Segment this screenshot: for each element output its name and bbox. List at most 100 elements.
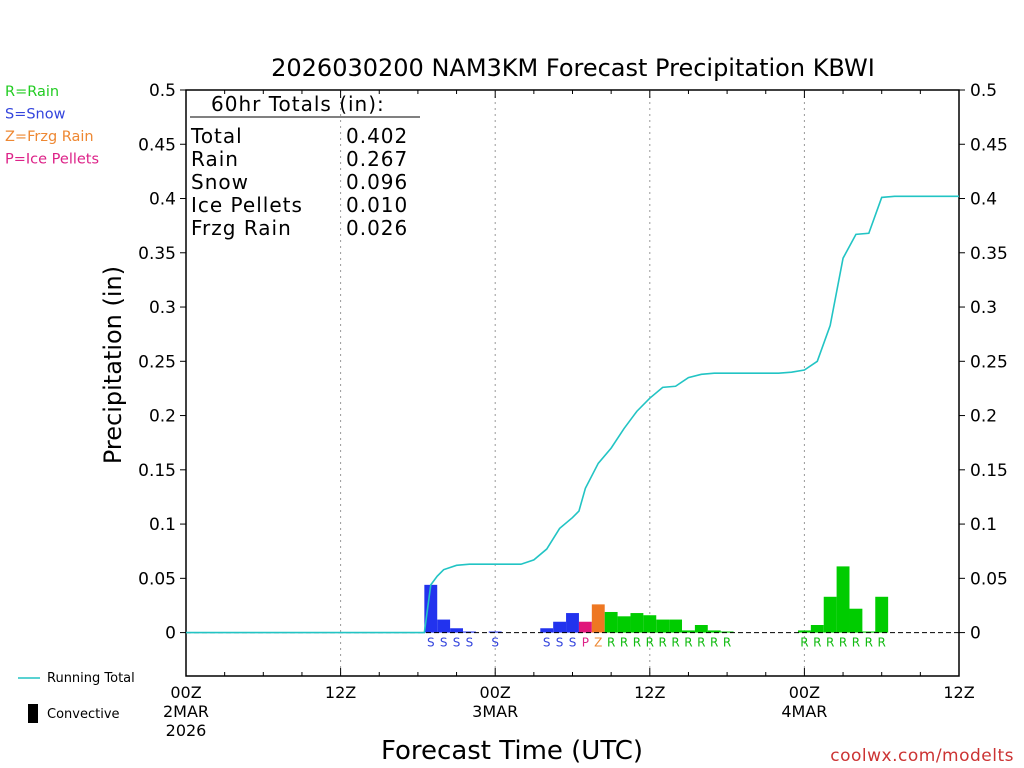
precip-bar [437, 619, 451, 633]
totals-value: 0.096 [346, 170, 408, 194]
precip-bar [591, 604, 605, 633]
y-tick-label: 0.25 [970, 352, 1008, 372]
precip-type-label: R [659, 636, 667, 650]
precip-type-label: S [556, 636, 564, 650]
type-legend: R=Rain S=Snow Z=Frzg Rain P=Ice Pellets [5, 84, 99, 168]
precip-bar [669, 619, 683, 633]
grid-lines [340, 90, 805, 676]
precip-type-label: S [466, 636, 474, 650]
y-tick-label: 0.2 [149, 407, 176, 427]
y-tick-label: 0.15 [970, 461, 1008, 481]
y-tick-label: 0.1 [149, 515, 176, 535]
convective-legend-label: Convective [47, 707, 120, 722]
credit-text: coolwx.com/modelts [830, 746, 1014, 766]
y-axis-label: Precipitation (in) [99, 266, 127, 464]
type-legend-entry: P=Ice Pellets [5, 152, 99, 168]
x-tick-label: 12Z [943, 683, 974, 702]
convective-legend-swatch [28, 704, 38, 723]
precip-bar [630, 613, 644, 633]
precip-bar [578, 621, 592, 633]
precip-type-label: R [671, 636, 679, 650]
precip-bar [720, 631, 734, 633]
y-tick-label: 0.5 [970, 81, 997, 101]
precip-type-label: R [800, 636, 808, 650]
precip-bar [643, 615, 657, 633]
precip-bar [424, 584, 438, 633]
x-tick-label: 00Z [170, 683, 201, 702]
precip-bar [849, 608, 863, 633]
y-tick-label: 0.45 [970, 135, 1008, 155]
precip-bar [604, 611, 618, 633]
x-axis-label: Forecast Time (UTC) [381, 736, 643, 766]
type-legend-entry: S=Snow [5, 107, 66, 123]
y-tick-label: 0.1 [970, 515, 997, 535]
precip-type-label: R [697, 636, 705, 650]
x-tick-label: 00Z [789, 683, 820, 702]
precip-bar [862, 631, 876, 633]
precip-bar [836, 566, 850, 633]
totals-value: 0.402 [346, 124, 408, 148]
precip-bar [566, 613, 579, 633]
precip-type-label: P [582, 636, 589, 650]
y-axis-left: 0 0.05 0.1 0.15 0.2 0.25 0.3 0.35 0.4 0.45 0.5 [138, 81, 186, 644]
y-tick-label: 0 [165, 624, 176, 644]
precip-type-label: R [710, 636, 718, 650]
precip-type-label: R [633, 636, 641, 650]
precip-bar [875, 596, 889, 633]
precip-type-label: R [839, 636, 847, 650]
y-tick-label: 0.35 [970, 244, 1008, 264]
precip-bar [707, 630, 721, 633]
totals-label: Rain [191, 147, 239, 171]
precip-bar [462, 631, 476, 633]
precip-bar [810, 624, 824, 633]
precip-type-label: R [723, 636, 731, 650]
precip-bar [617, 616, 631, 633]
precip-bar [540, 628, 554, 633]
totals-header: 60hr Totals (in): [211, 92, 385, 116]
precip-type-label: S [543, 636, 551, 650]
precip-bar [797, 630, 811, 633]
precip-bar [694, 624, 708, 633]
totals-value: 0.010 [346, 193, 408, 217]
precip-bar [682, 630, 695, 633]
y-tick-label: 0.25 [138, 352, 176, 372]
x-tick-label: 00Z [480, 683, 511, 702]
y-tick-label: 0.3 [149, 298, 176, 318]
x-tick-label: 2026 [166, 721, 207, 740]
precip-bar [488, 631, 502, 633]
precip-type-label: S [440, 636, 448, 650]
totals-label: Total [190, 124, 243, 148]
x-tick-label: 2MAR [163, 702, 209, 721]
totals-value: 0.267 [346, 147, 408, 171]
y-tick-label: 0.45 [138, 135, 176, 155]
totals-box: 60hr Totals (in): Total 0.402 Rain 0.267 Sno… [190, 92, 420, 240]
y-tick-label: 0.2 [970, 407, 997, 427]
precip-bar [450, 628, 463, 633]
y-tick-label: 0 [970, 624, 981, 644]
precip-type-label: S [453, 636, 461, 650]
running-total-line [186, 195, 959, 634]
precip-type-label: R [813, 636, 821, 650]
precip-bar [656, 619, 670, 633]
precip-type-label: S [491, 636, 499, 650]
chart-title: 2026030200 NAM3KM Forecast Precipitation… [271, 54, 875, 82]
totals-label: Snow [191, 170, 249, 194]
x-tick-label: 12Z [325, 683, 356, 702]
totals-label: Ice Pellets [191, 193, 303, 217]
x-tick-label: 12Z [634, 683, 665, 702]
precip-bar [823, 596, 837, 633]
totals-label: Frzg Rain [191, 216, 292, 240]
y-tick-label: 0.4 [970, 190, 997, 210]
y-tick-label: 0.4 [149, 190, 176, 210]
precip-type-label: R [607, 636, 615, 650]
type-legend-entry: R=Rain [5, 84, 59, 100]
bottom-legend: Running Total Convective [18, 671, 135, 723]
y-tick-label: 0.15 [138, 461, 176, 481]
x-tick-label: 3MAR [472, 702, 518, 721]
y-tick-label: 0.05 [138, 569, 176, 589]
precip-type-label: R [620, 636, 628, 650]
y-tick-label: 0.5 [149, 81, 176, 101]
